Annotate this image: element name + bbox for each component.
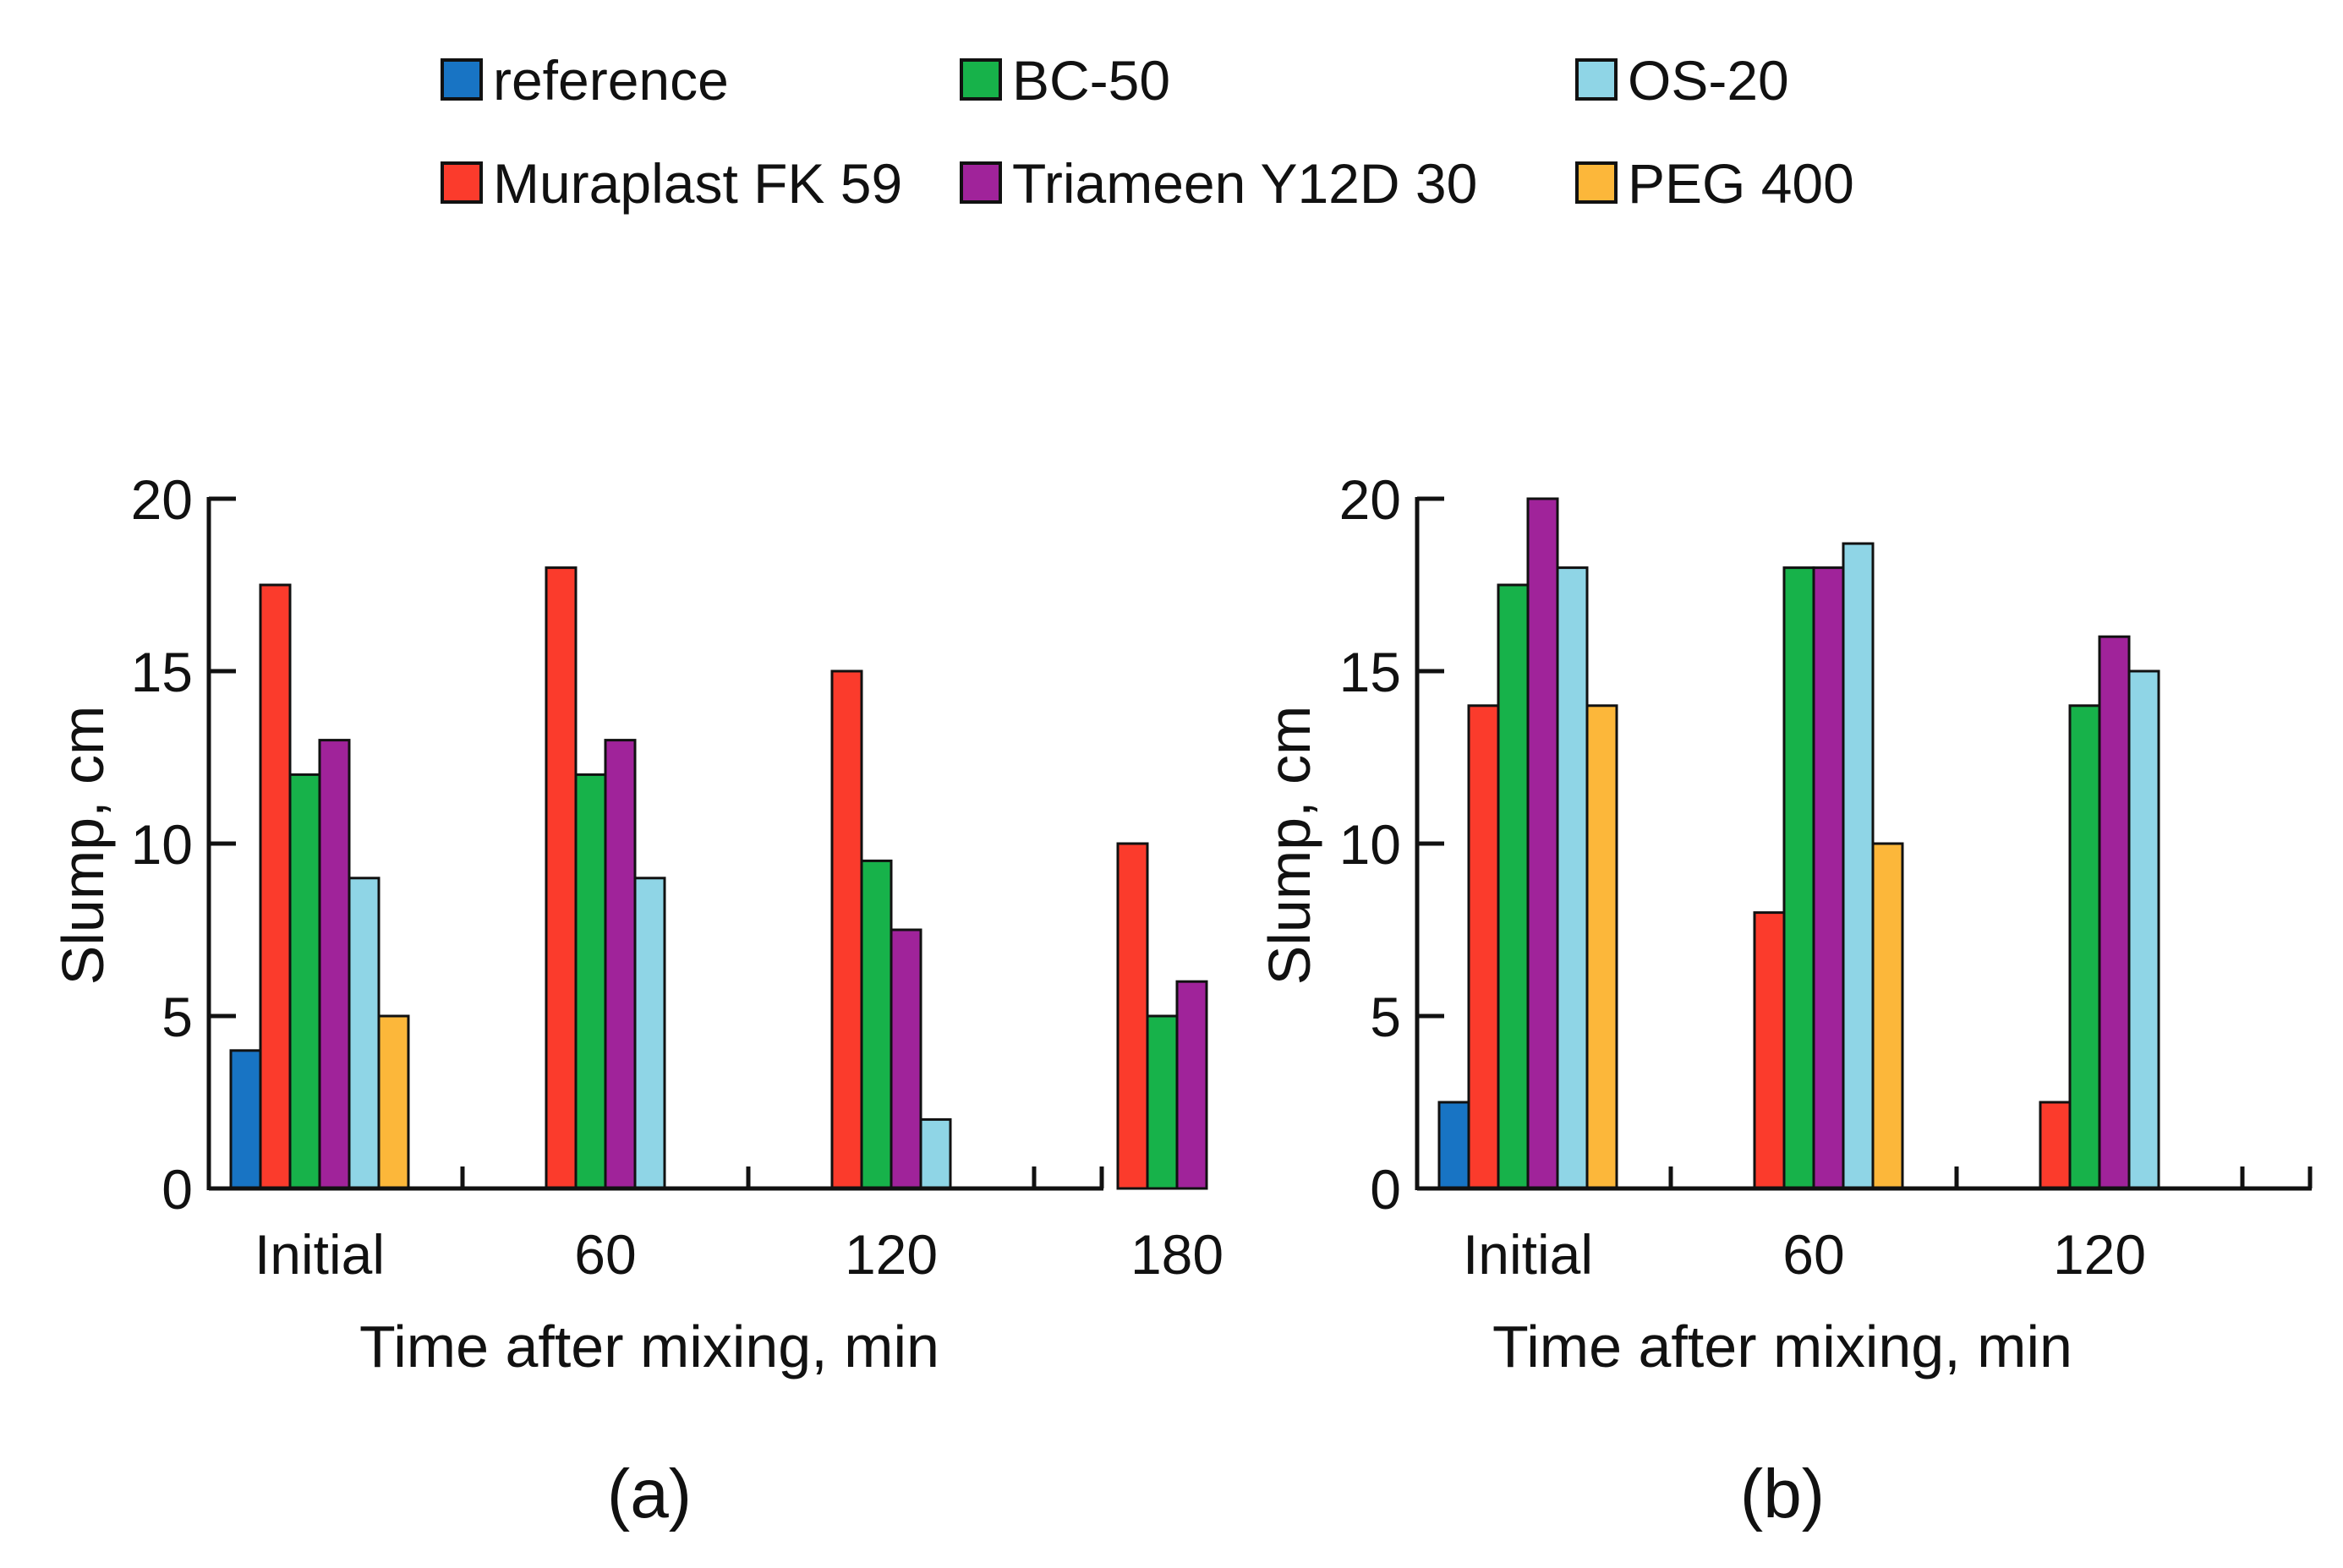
y-tick-label: 5	[1370, 986, 1401, 1048]
y-tick-label: 5	[161, 986, 193, 1048]
chart-panel-a: 0 5 10 15 20 Initial 60 120 180 Time after mixing…	[50, 468, 1224, 1532]
y-tick-label: 15	[131, 641, 193, 703]
bar-triameen-y12d-30-initial	[1526, 497, 1559, 1190]
bar-bc-50-120	[860, 859, 893, 1190]
y-tick-label: 20	[1339, 468, 1401, 531]
bar-os-20-60	[1842, 542, 1875, 1190]
legend-item-os-20: OS-20	[1575, 49, 1789, 112]
bar-triameen-y12d-30-60	[604, 739, 637, 1190]
x-tick-label: 60	[574, 1223, 636, 1286]
panel-label: (b)	[1740, 1456, 1825, 1532]
legend-swatch-peg-400	[1575, 161, 1618, 204]
bar-triameen-y12d-30-120	[890, 928, 922, 1190]
legend-item-triameen-y12d-30: Triameen Y12D 30	[960, 152, 1477, 215]
legend-label: PEG 400	[1628, 152, 1854, 215]
x-tick-label: Initial	[1463, 1223, 1593, 1286]
y-tick-label: 0	[1370, 1158, 1401, 1221]
bar-reference-initial	[1437, 1101, 1470, 1190]
x-axis-title: Time after mixing, min	[1492, 1314, 2072, 1380]
legend-item-reference: reference	[441, 49, 729, 112]
bar-os-20-60	[633, 877, 666, 1190]
bar-triameen-y12d-30-60	[1812, 566, 1845, 1190]
legend-swatch-muraplast-fk-59	[441, 161, 483, 204]
legend-label: BC-50	[1012, 49, 1170, 112]
bar-triameen-y12d-30-120	[2098, 635, 2131, 1190]
legend-label: OS-20	[1628, 49, 1789, 112]
bar-muraplast-fk-59-120	[830, 669, 863, 1190]
bar-muraplast-fk-59-initial	[259, 583, 292, 1190]
y-tick-label: 10	[1339, 813, 1401, 876]
bars	[229, 566, 1208, 1190]
bar-bc-50-60	[574, 773, 607, 1190]
bar-bc-50-60	[1782, 566, 1815, 1190]
bar-os-20-initial	[348, 877, 380, 1190]
bar-peg-400-initial	[377, 1014, 410, 1190]
bar-muraplast-fk-59-initial	[1467, 704, 1500, 1190]
y-axis-title: Slump, cm	[50, 706, 116, 986]
bar-triameen-y12d-30-initial	[318, 739, 351, 1190]
bar-bc-50-180	[1146, 1014, 1179, 1190]
y-axis-title: Slump, cm	[1256, 706, 1322, 986]
x-tick-label: 120	[845, 1223, 938, 1286]
panel-label: (a)	[607, 1456, 692, 1532]
bar-bc-50-120	[2068, 704, 2101, 1190]
legend-swatch-os-20	[1575, 58, 1618, 101]
bar-peg-400-60	[1871, 842, 1904, 1190]
legend-item-muraplast-fk-59: Muraplast FK 59	[441, 152, 902, 215]
bar-peg-400-initial	[1585, 704, 1618, 1190]
bar-reference-initial	[229, 1049, 262, 1190]
x-tick-label: 180	[1130, 1223, 1224, 1286]
x-tick-label: Initial	[255, 1223, 385, 1286]
legend: reference BC-50 OS-20 Muraplast FK 59 Triame…	[441, 49, 1854, 215]
legend-swatch-triameen-y12d-30	[960, 161, 1002, 204]
legend-swatch-reference	[441, 58, 483, 101]
bar-bc-50-initial	[1497, 583, 1530, 1190]
bars	[1437, 497, 2160, 1190]
legend-label: Muraplast FK 59	[493, 152, 902, 215]
bar-os-20-120	[919, 1117, 952, 1190]
bar-os-20-initial	[1556, 566, 1589, 1190]
x-axis-title: Time after mixing, min	[359, 1314, 939, 1380]
chart-panel-b: 0 5 10 15 20 Initial 60 120 180 Time after mixing…	[1256, 468, 2343, 1532]
x-tick-label: 180	[2339, 1223, 2343, 1286]
legend-label: Triameen Y12D 30	[1012, 152, 1477, 215]
legend-swatch-bc-50	[960, 58, 1002, 101]
y-tick-label: 15	[1339, 641, 1401, 703]
bar-os-20-120	[2127, 669, 2160, 1190]
legend-item-bc-50: BC-50	[960, 49, 1170, 112]
bar-triameen-y12d-30-180	[1175, 980, 1208, 1190]
bar-muraplast-fk-59-60	[545, 566, 578, 1190]
y-tick-label: 0	[161, 1158, 193, 1221]
x-tick-label: 120	[2053, 1223, 2146, 1286]
x-tick-label: 60	[1782, 1223, 1844, 1286]
y-tick-label: 20	[131, 468, 193, 531]
y-tick-label: 10	[131, 813, 193, 876]
bar-bc-50-initial	[288, 773, 321, 1190]
bar-muraplast-fk-59-180	[1116, 842, 1149, 1190]
bar-muraplast-fk-59-60	[1753, 911, 1786, 1190]
legend-label: reference	[493, 49, 729, 112]
legend-item-peg-400: PEG 400	[1575, 152, 1854, 215]
bar-muraplast-fk-59-120	[2039, 1101, 2072, 1190]
